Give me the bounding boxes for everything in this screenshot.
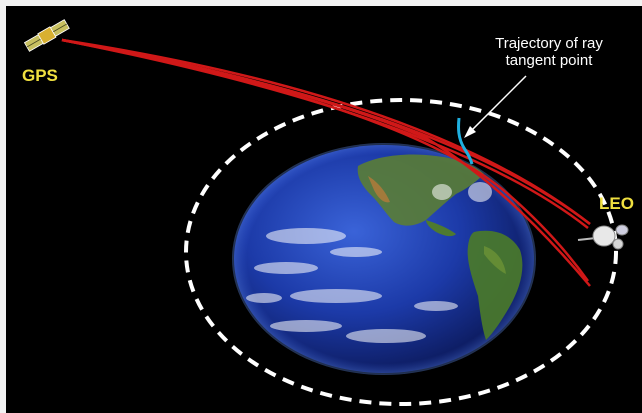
leo-label: LEO	[599, 194, 634, 213]
leo-satellite-icon	[577, 224, 629, 250]
leo-orbit	[184, 98, 618, 406]
gps-label: GPS	[22, 66, 58, 85]
gps-rays	[61, 38, 591, 287]
ray-5	[61, 38, 591, 287]
tangent-trajectory-annotation: Trajectory of ray tangent point	[464, 35, 634, 69]
diagram-scene: GPS LEO Trajectory of ray tangent point	[6, 6, 642, 413]
earth-globe	[232, 143, 536, 375]
land-north-america	[357, 154, 484, 226]
gps-satellite-icon	[23, 19, 70, 52]
annotation-arrow	[464, 75, 527, 138]
cloud-cover	[246, 182, 492, 343]
annotation-line-1: Trajectory of ray	[495, 35, 603, 52]
diagram-svg	[23, 19, 629, 406]
tangent-point-trajectory	[457, 117, 474, 165]
annotation-line-2: tangent point	[505, 52, 593, 69]
land-south-america	[467, 230, 523, 340]
